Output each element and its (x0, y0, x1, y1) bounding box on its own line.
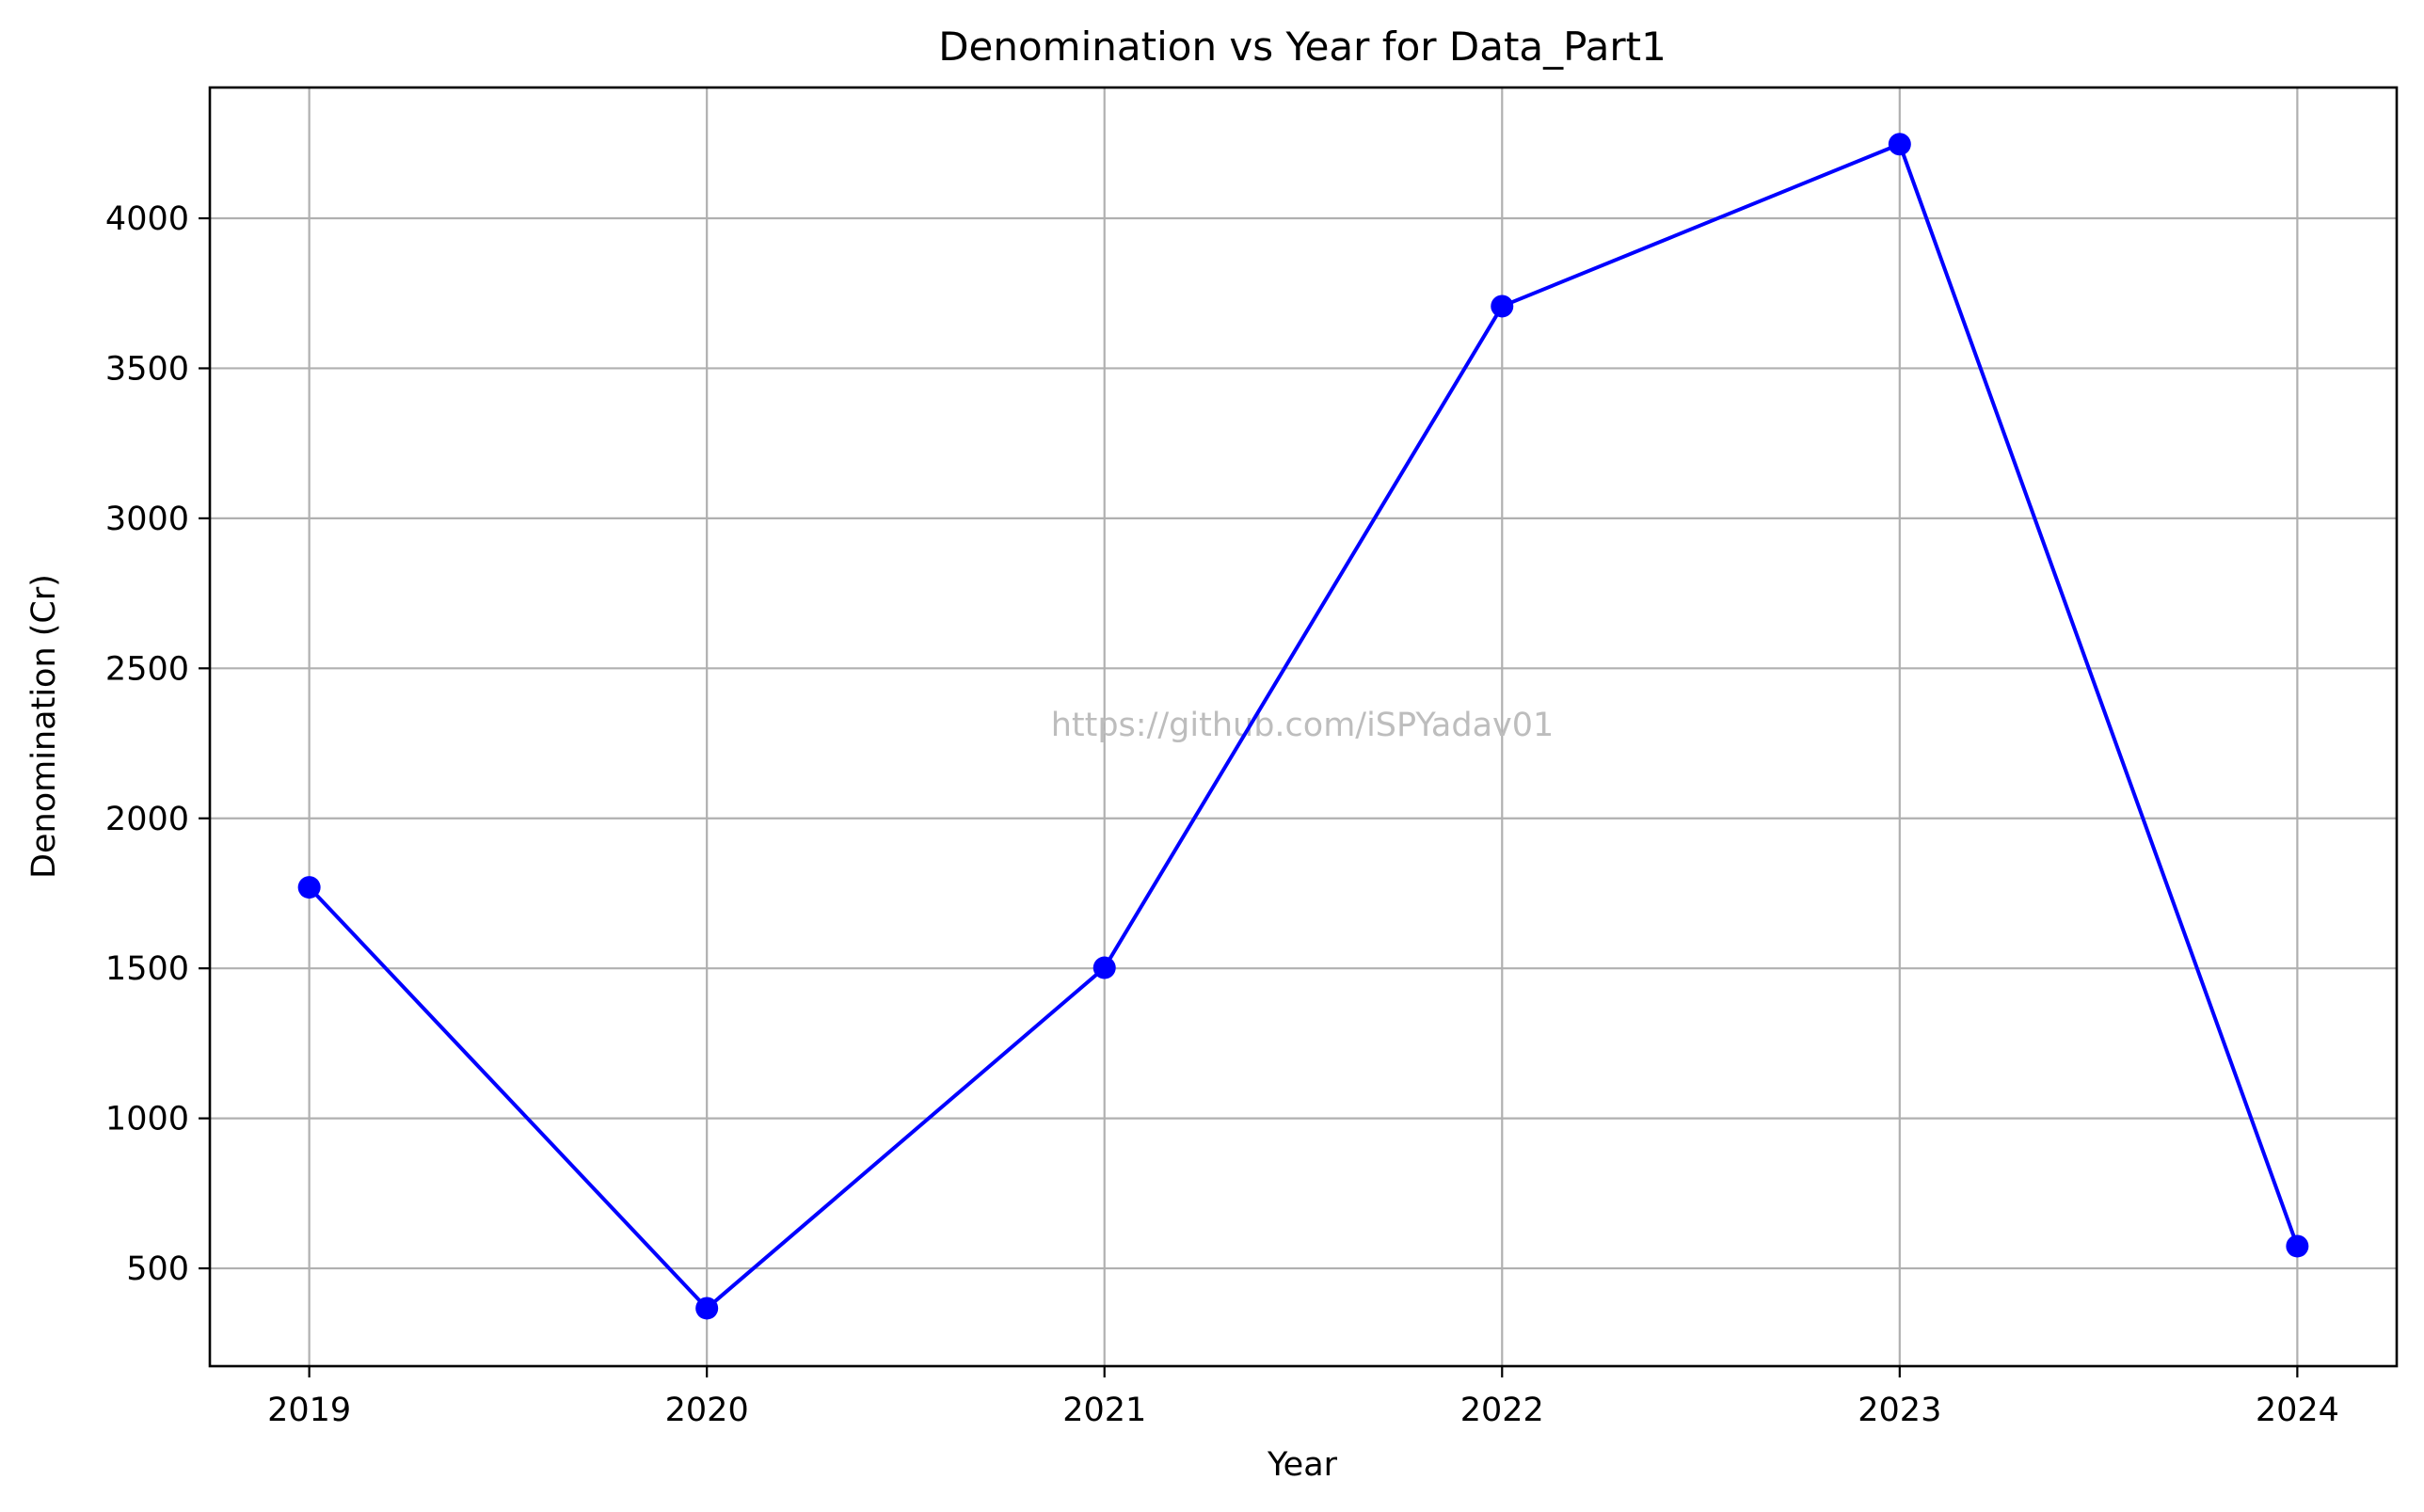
chart-title: Denomination vs Year for Data_Part1 (938, 24, 1666, 70)
x-tick-label: 2020 (665, 1392, 749, 1429)
plot-frame (208, 86, 2399, 1368)
y-tick-label: 1500 (105, 950, 189, 988)
data-point (2286, 1234, 2309, 1258)
y-tick-label: 1000 (105, 1101, 189, 1138)
y-axis-label: Denomination (Cr) (25, 574, 63, 879)
x-axis-label: Year (1267, 1446, 1338, 1484)
x-tick-label: 2019 (267, 1392, 351, 1429)
y-tick-label: 3000 (105, 501, 189, 538)
y-tick-label: 3500 (105, 350, 189, 388)
x-tick-label: 2024 (2256, 1392, 2339, 1429)
grid (210, 88, 2397, 1366)
x-tick-label: 2022 (1460, 1392, 1544, 1429)
y-tick-label: 2500 (105, 650, 189, 688)
data-point (1092, 956, 1116, 979)
y-tick-label: 4000 (105, 200, 189, 238)
x-tick-label: 2023 (1858, 1392, 1941, 1429)
axis-ticks: 2019 2020 2021 2022 2023 2024 500 1000 1500 2000 2… (105, 200, 2339, 1429)
data-point (695, 1297, 719, 1320)
series (297, 133, 2309, 1320)
x-tick-label: 2021 (1062, 1392, 1146, 1429)
y-tick-label: 2000 (105, 801, 189, 838)
y-tick-label: 500 (126, 1250, 189, 1288)
series-line (308, 142, 2300, 1311)
watermark: https://github.com/iSPYadav01 (1051, 707, 1555, 744)
data-point (1491, 294, 1514, 318)
data-point (297, 876, 321, 899)
data-point (1888, 133, 1911, 156)
